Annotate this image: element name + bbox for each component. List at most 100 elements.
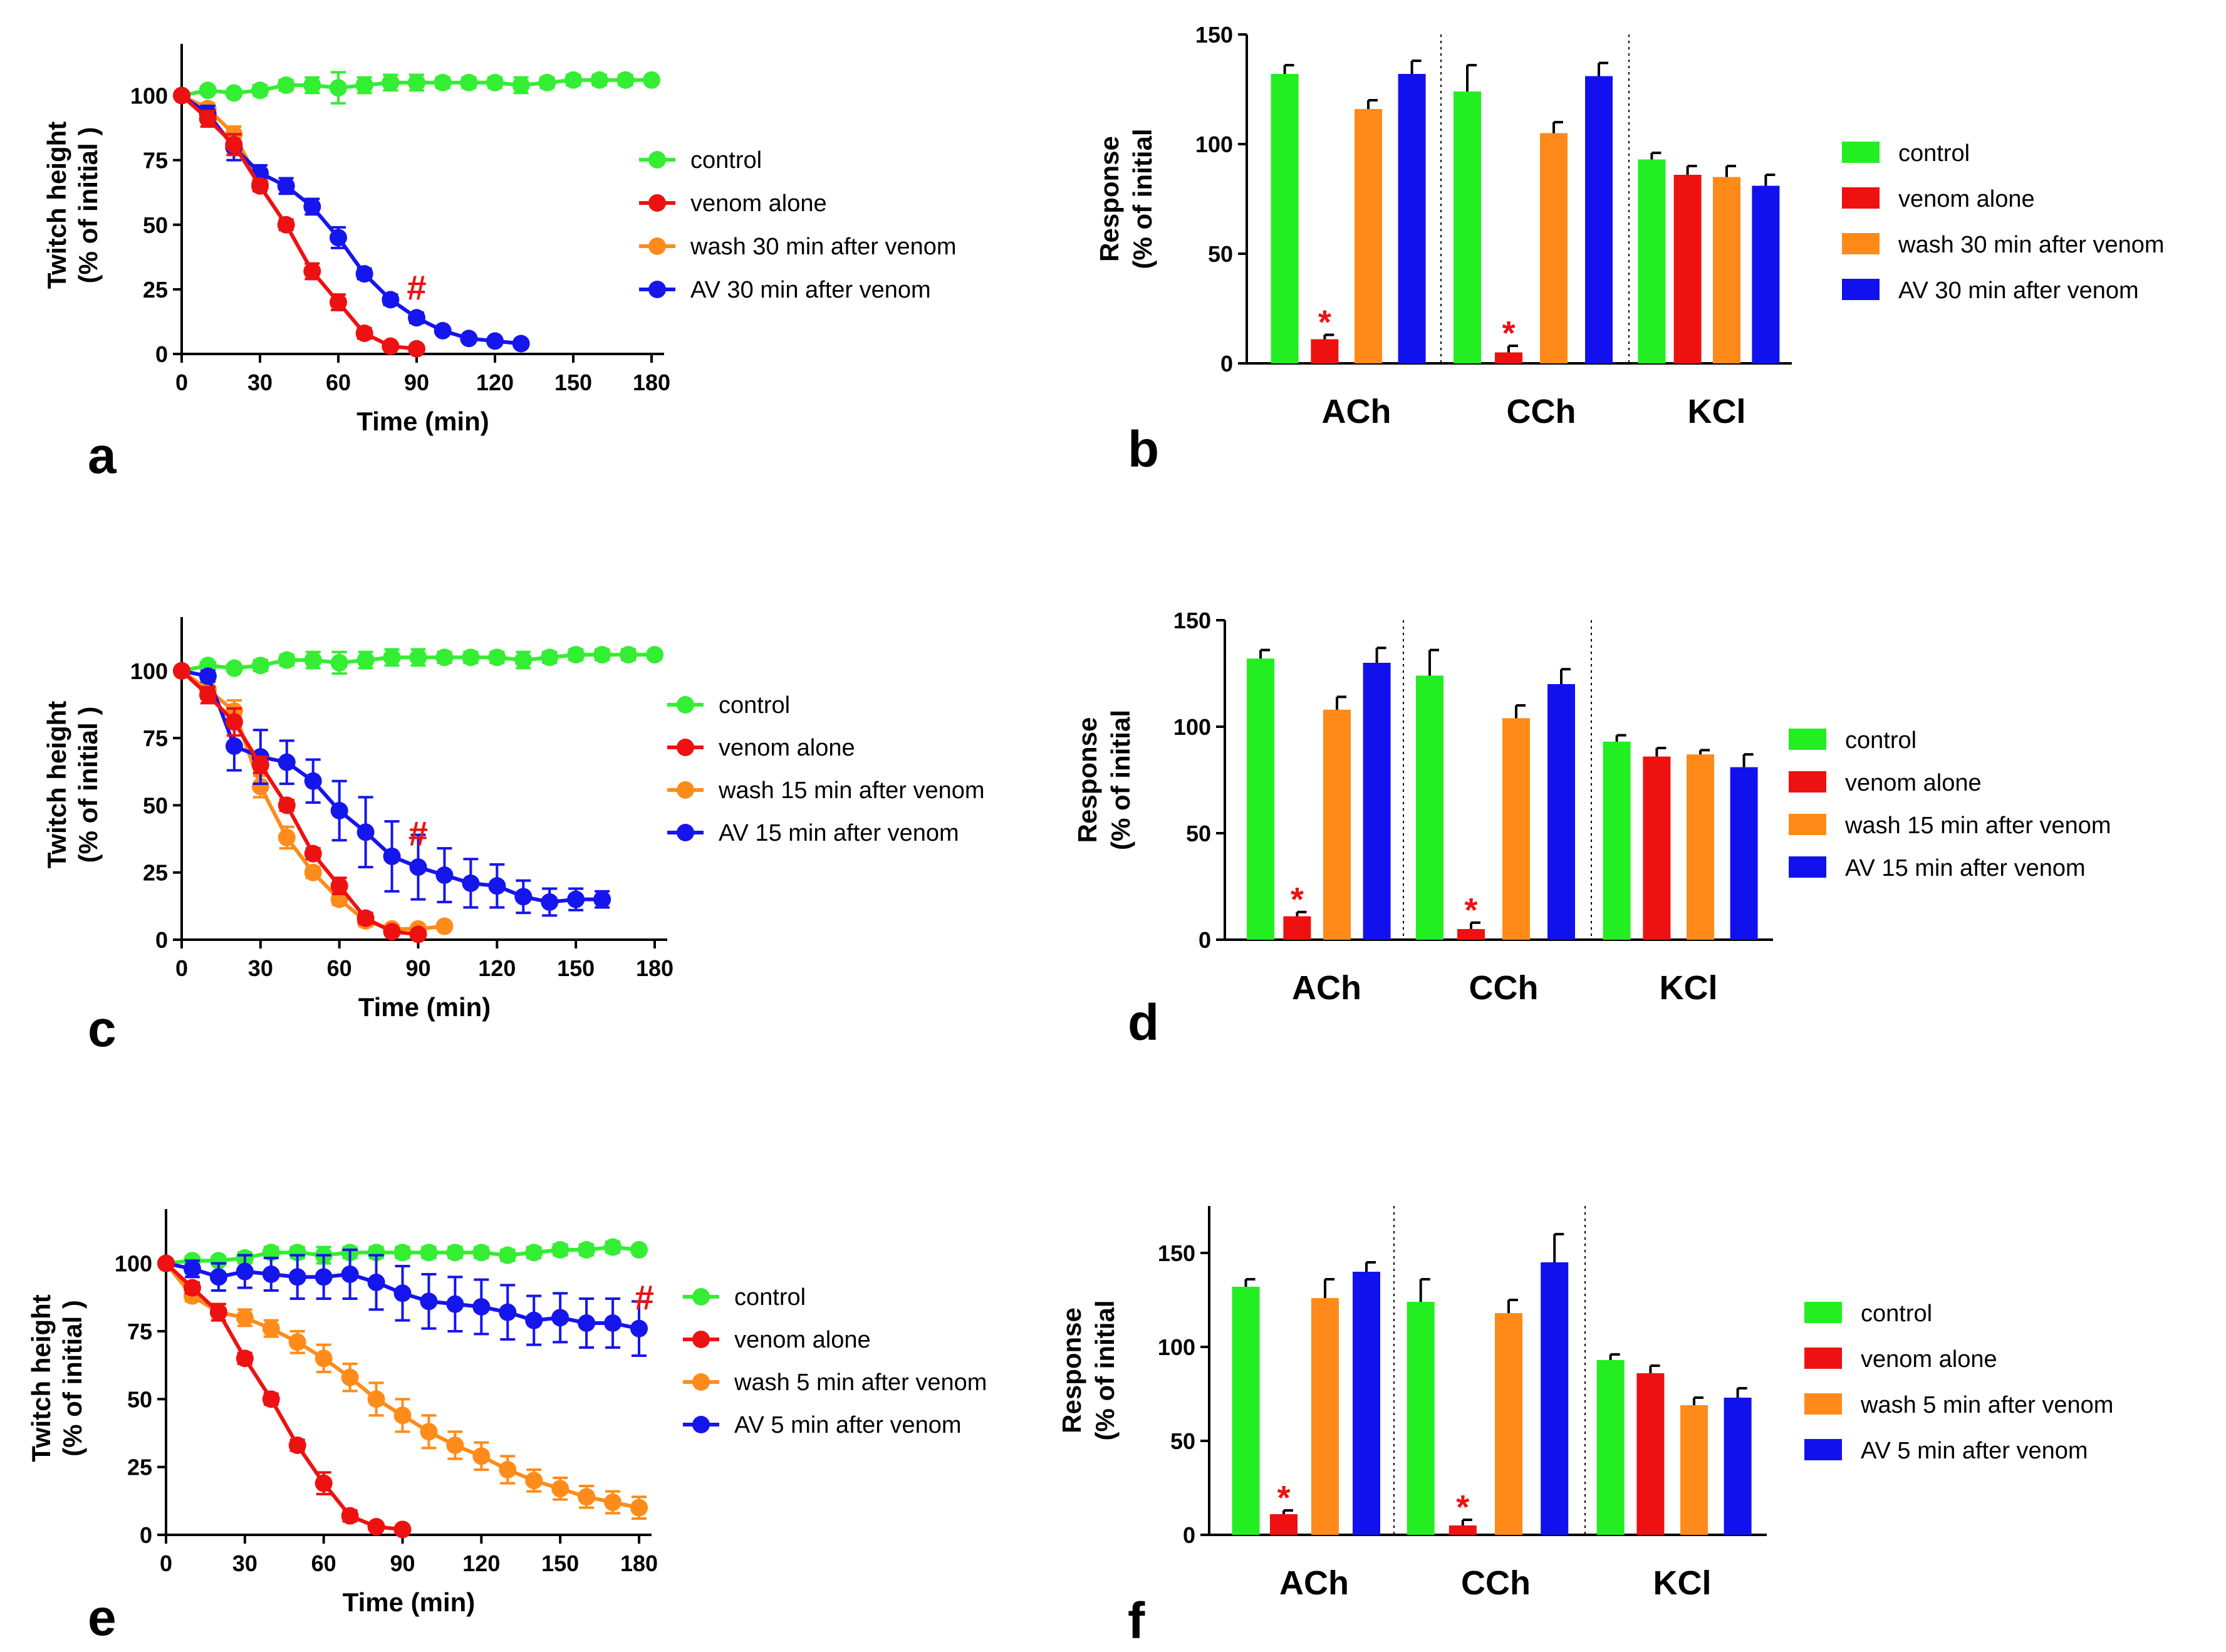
y-tick-label: 0 — [140, 1522, 152, 1548]
data-point — [173, 662, 190, 680]
bar-CCh-3 — [1541, 1262, 1569, 1535]
y-tick-label: 100 — [130, 658, 168, 684]
data-point — [315, 1268, 333, 1286]
data-point — [199, 686, 217, 704]
y-axis-title-unit: (% of initial ) — [73, 707, 103, 863]
data-point — [408, 340, 425, 358]
bar-KCl-1 — [1643, 756, 1671, 940]
data-point — [251, 777, 269, 796]
bar-CCh-3 — [1547, 684, 1575, 940]
legend-label: AV 30 min after venom — [1898, 278, 2139, 304]
y-axis-title-unit: (% of initial — [1128, 129, 1157, 269]
legend-marker — [692, 1331, 710, 1348]
data-point — [564, 71, 582, 89]
line-chart-e: 0 25 50 75 100 0 30 60 90 120 150 180 Time (min) Twit… — [26, 1209, 987, 1646]
data-point — [616, 71, 635, 89]
y-tick-label: 50 — [1208, 241, 1233, 267]
data-point — [356, 823, 375, 841]
bar-CCh-1 — [1495, 352, 1522, 363]
series-control — [173, 71, 660, 105]
bar-ACh-0 — [1232, 1287, 1260, 1535]
data-point — [173, 86, 190, 105]
data-point — [499, 1246, 517, 1264]
data-point — [393, 1520, 412, 1539]
legend-label: wash 30 min after venom — [1898, 232, 2165, 258]
data-point — [593, 646, 611, 664]
legend-label: venom alone — [1898, 186, 2035, 212]
bar-ACh-3 — [1363, 663, 1391, 940]
bar-KCl-0 — [1638, 159, 1666, 363]
series-control — [173, 646, 663, 680]
y-tick-label: 0 — [1220, 351, 1233, 377]
data-point — [330, 79, 347, 97]
data-point — [567, 646, 585, 664]
x-tick-label: 60 — [326, 370, 351, 395]
legend-marker — [648, 151, 666, 169]
y-tick-label: 100 — [1195, 132, 1233, 157]
y-axis-title-unit: (% of initial — [1090, 1301, 1120, 1441]
data-point — [393, 1284, 412, 1302]
data-point — [278, 828, 296, 846]
series-line — [180, 94, 417, 351]
data-point — [225, 135, 243, 153]
bar-ACh-1 — [1283, 916, 1311, 940]
y-tick-label: 0 — [1199, 927, 1211, 953]
data-point — [630, 1319, 648, 1338]
panel-letter: e — [88, 1589, 117, 1646]
data-point — [525, 1244, 543, 1262]
bar-KCl-3 — [1752, 185, 1780, 363]
data-point — [341, 1265, 359, 1283]
data-point — [541, 648, 559, 667]
data-point — [488, 877, 506, 895]
x-tick-label: 150 — [541, 1551, 579, 1576]
data-point — [277, 177, 295, 195]
y-tick-label: 100 — [1173, 714, 1211, 740]
data-point — [604, 1314, 622, 1332]
data-point — [551, 1309, 570, 1327]
legend-swatch — [1842, 142, 1880, 163]
data-point — [251, 756, 269, 774]
bar-CCh-0 — [1416, 675, 1443, 940]
x-tick-label: 60 — [327, 955, 352, 981]
legend-label: venom alone — [690, 190, 827, 217]
data-point — [382, 73, 400, 91]
bar-CCh-1 — [1457, 929, 1485, 940]
data-point — [278, 796, 296, 814]
data-point — [209, 1252, 227, 1270]
data-point — [277, 216, 295, 234]
data-point — [355, 325, 373, 342]
x-tick-label: 90 — [390, 1551, 415, 1576]
y-tick-label: 100 — [115, 1251, 152, 1277]
data-point — [304, 844, 322, 863]
data-point — [630, 1499, 648, 1517]
data-point — [593, 890, 611, 908]
x-tick-label: 0 — [160, 1551, 172, 1576]
legend-label: venom alone — [1861, 1346, 1997, 1373]
y-tick-label: 100 — [1158, 1334, 1195, 1360]
y-tick-label: 0 — [155, 927, 168, 953]
x-tick-label: 30 — [232, 1551, 257, 1576]
significance-marker: # — [408, 814, 428, 853]
series-venom-alone — [173, 86, 425, 358]
legend-swatch — [1789, 856, 1826, 878]
data-point — [409, 858, 427, 876]
data-point — [590, 71, 608, 89]
category-label: ACh — [1292, 969, 1361, 1007]
data-point — [209, 1268, 227, 1286]
series-line — [180, 669, 419, 937]
legend-label: AV 15 min after venom — [719, 820, 959, 846]
data-point — [435, 917, 454, 935]
y-tick-label: 25 — [143, 277, 168, 303]
data-point — [383, 648, 401, 667]
data-point — [330, 229, 347, 247]
bar-KCl-0 — [1603, 741, 1631, 940]
y-tick-label: 75 — [143, 148, 168, 174]
data-point — [408, 309, 425, 327]
data-point — [355, 265, 373, 283]
legend-marker — [648, 237, 666, 255]
y-axis-title-unit: (% of initial ) — [73, 127, 103, 284]
data-point — [225, 713, 243, 731]
legend-label: control — [690, 147, 762, 174]
y-tick-label: 50 — [1186, 821, 1211, 846]
bar-chart-f: 0 50 100 150 Response (% of initial ACh CCh KCl *… — [1057, 1206, 2113, 1649]
